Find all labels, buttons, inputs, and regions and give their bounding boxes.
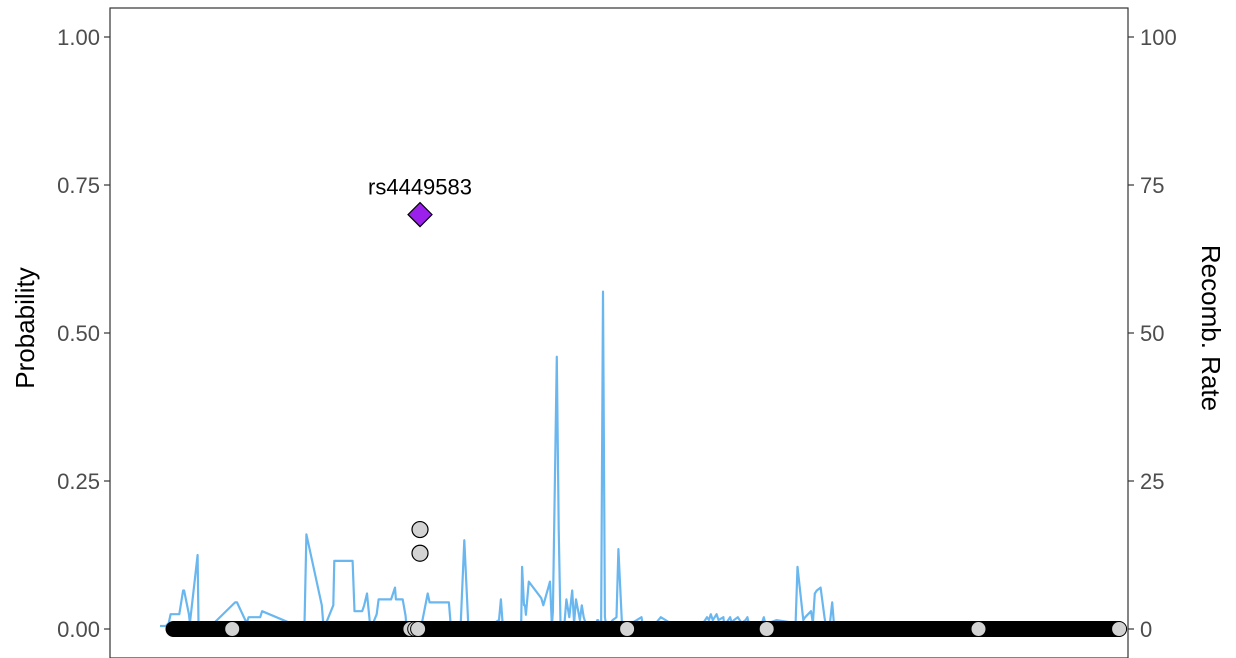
snp-point-light bbox=[410, 621, 427, 637]
snp-point-light bbox=[1111, 621, 1128, 637]
snp-point-highlight bbox=[411, 520, 429, 539]
snp-point-light bbox=[619, 621, 636, 637]
y2-tick-label: 25 bbox=[1140, 469, 1164, 494]
lead-snp-layer: rs4449583 bbox=[368, 175, 472, 228]
snp-point-light bbox=[224, 621, 241, 637]
y-tick-label: 1.00 bbox=[57, 25, 100, 50]
y-tick-label: 0.50 bbox=[57, 321, 100, 346]
y-axis-left: 0.00 0.25 0.50 0.75 1.00 bbox=[57, 25, 110, 642]
lead-snp-diamond bbox=[407, 201, 433, 228]
y2-tick-label: 50 bbox=[1140, 321, 1164, 346]
y-axis-right: 0 25 50 75 100 bbox=[1128, 25, 1177, 642]
y2-tick-label: 0 bbox=[1140, 617, 1152, 642]
y-tick-label: 0.75 bbox=[57, 173, 100, 198]
snp-point-light bbox=[970, 621, 987, 637]
baseline-points-layer bbox=[165, 621, 1128, 637]
y2-tick-label: 100 bbox=[1140, 25, 1177, 50]
snp-point-highlight bbox=[411, 544, 429, 562]
y-tick-label: 0.25 bbox=[57, 469, 100, 494]
highlight-points-layer bbox=[411, 520, 429, 562]
y-axis-title-right: Recomb. Rate bbox=[1196, 245, 1226, 411]
y2-tick-label: 75 bbox=[1140, 173, 1164, 198]
y-tick-label: 0.00 bbox=[57, 617, 100, 642]
snp-point-light bbox=[758, 621, 775, 637]
y-axis-title-left: Probability bbox=[10, 267, 40, 388]
lead-snp-label: rs4449583 bbox=[368, 175, 472, 200]
